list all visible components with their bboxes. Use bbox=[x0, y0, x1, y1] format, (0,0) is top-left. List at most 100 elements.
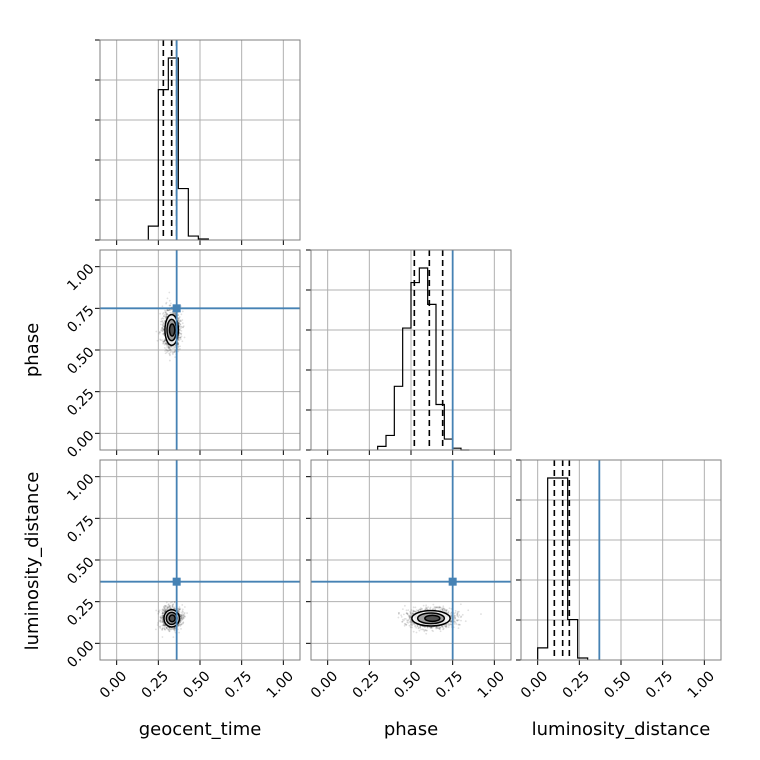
sample-point bbox=[162, 614, 164, 616]
sample-point bbox=[174, 313, 177, 315]
sample-point bbox=[429, 607, 431, 610]
sample-point bbox=[180, 333, 183, 336]
sample-point bbox=[423, 630, 426, 633]
sample-point bbox=[180, 611, 183, 614]
sample-point bbox=[174, 312, 177, 314]
sample-point bbox=[183, 613, 186, 615]
sample-point bbox=[178, 322, 180, 325]
sample-point bbox=[171, 311, 174, 314]
sample-point bbox=[425, 629, 428, 632]
contour-inner bbox=[168, 323, 176, 337]
sample-point bbox=[165, 348, 167, 351]
sample-point bbox=[410, 609, 413, 611]
sample-point bbox=[171, 601, 174, 604]
sample-point bbox=[164, 608, 167, 611]
sample-point bbox=[173, 628, 175, 631]
sample-point bbox=[159, 338, 161, 341]
sample-point bbox=[179, 621, 182, 623]
sample-point bbox=[178, 320, 181, 323]
sample-point bbox=[164, 608, 167, 611]
x-tick-label: 0.25 bbox=[350, 668, 383, 701]
sample-point bbox=[167, 603, 170, 606]
sample-point bbox=[180, 617, 183, 620]
sample-point bbox=[177, 608, 180, 611]
sample-point bbox=[453, 616, 456, 618]
sample-point bbox=[403, 604, 406, 607]
marginal-geocent_time bbox=[95, 39, 301, 245]
sample-point bbox=[430, 627, 432, 629]
sample-point bbox=[177, 342, 180, 345]
sample-point bbox=[161, 620, 164, 623]
sample-point bbox=[415, 631, 418, 634]
sample-point bbox=[173, 607, 175, 610]
sample-point bbox=[164, 311, 167, 314]
sample-point bbox=[164, 350, 167, 352]
sample-point bbox=[177, 337, 180, 339]
x-tick-label: 1.00 bbox=[475, 668, 508, 701]
sample-point bbox=[178, 336, 181, 339]
sample-point bbox=[449, 612, 452, 615]
sample-point bbox=[166, 608, 168, 611]
sample-point bbox=[415, 609, 418, 612]
sample-point bbox=[178, 328, 181, 331]
sample-point bbox=[164, 610, 167, 613]
sample-point bbox=[455, 619, 458, 621]
sample-point bbox=[160, 616, 162, 619]
sample-point bbox=[158, 609, 161, 612]
sample-point bbox=[179, 336, 182, 339]
sample-point bbox=[398, 612, 400, 614]
sample-point bbox=[165, 626, 168, 629]
truth-marker bbox=[448, 577, 457, 586]
sample-point bbox=[165, 315, 168, 318]
sample-point bbox=[168, 605, 171, 608]
sample-point bbox=[418, 608, 421, 611]
sample-point bbox=[166, 627, 168, 630]
sample-point bbox=[457, 627, 460, 630]
sample-point bbox=[163, 607, 166, 609]
sample-point bbox=[178, 608, 181, 611]
sample-point bbox=[183, 336, 186, 339]
sample-point bbox=[165, 349, 168, 352]
sample-point bbox=[167, 603, 170, 606]
sample-point bbox=[165, 608, 168, 611]
sample-point bbox=[160, 318, 163, 320]
sample-point bbox=[162, 328, 164, 331]
sample-point bbox=[439, 606, 442, 609]
sample-point bbox=[161, 616, 164, 619]
y-axis-label-phase: phase bbox=[22, 323, 43, 377]
sample-point bbox=[168, 346, 171, 349]
sample-point bbox=[166, 346, 169, 349]
sample-point bbox=[459, 603, 462, 606]
sample-point bbox=[166, 313, 169, 315]
sample-point bbox=[172, 607, 175, 610]
sample-point bbox=[460, 615, 463, 618]
sample-point bbox=[168, 628, 171, 631]
sample-point bbox=[163, 608, 166, 611]
sample-point bbox=[158, 620, 161, 622]
sample-point bbox=[162, 332, 165, 335]
sample-point bbox=[169, 605, 171, 608]
sample-point bbox=[162, 605, 165, 608]
sample-point bbox=[162, 620, 164, 623]
sample-point bbox=[408, 617, 411, 620]
sample-point bbox=[445, 625, 448, 628]
sample-point bbox=[166, 350, 169, 352]
axes-frame bbox=[520, 459, 722, 661]
sample-point bbox=[163, 604, 166, 607]
x-tick-label: 0.00 bbox=[97, 668, 130, 701]
sample-point bbox=[439, 630, 442, 633]
sample-point bbox=[181, 613, 184, 615]
sample-point bbox=[163, 315, 165, 317]
marginal-phase bbox=[306, 249, 512, 455]
sample-point bbox=[163, 340, 166, 343]
sample-point bbox=[435, 626, 438, 629]
sample-point bbox=[166, 606, 169, 609]
sample-point bbox=[180, 616, 183, 619]
sample-point bbox=[172, 351, 174, 354]
sample-point bbox=[407, 609, 410, 611]
sample-point bbox=[168, 630, 171, 633]
sample-point bbox=[177, 318, 180, 320]
sample-point bbox=[404, 617, 407, 620]
sample-point bbox=[446, 608, 448, 611]
sample-point bbox=[161, 611, 164, 614]
